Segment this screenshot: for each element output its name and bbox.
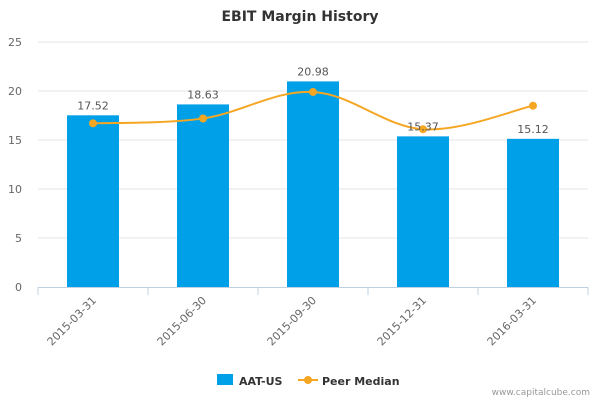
legend-swatch-aat-us (217, 374, 233, 385)
legend: AAT-US Peer Median (217, 374, 400, 388)
data-labels: 17.52 18.63 20.98 15.37 15.12 (77, 65, 549, 135)
y-tick-label: 15 (8, 134, 22, 147)
bar-2015-03-31 (67, 115, 119, 287)
peer-median-point-2016-03-31 (529, 101, 537, 110)
y-tick-label: 0 (15, 281, 22, 294)
legend-label-aat-us[interactable]: AAT-US (239, 375, 283, 388)
x-tick-label: 2015-09-30 (265, 294, 319, 348)
bar-value-label: 15.37 (407, 120, 439, 133)
x-tick-label: 2016-03-31 (485, 294, 539, 348)
credit-text: www.capitalcube.com (492, 388, 590, 398)
bar-value-label: 18.63 (187, 88, 219, 101)
bar-2016-03-31 (507, 138, 559, 287)
y-tick-label: 20 (8, 85, 22, 98)
bar-2015-06-30 (177, 104, 229, 288)
y-tick-label: 25 (8, 36, 22, 49)
bar-2015-09-30 (287, 81, 339, 287)
legend-marker-peer-median (304, 376, 312, 384)
bar-value-label: 17.52 (77, 99, 109, 112)
chart-title: EBIT Margin History (221, 9, 378, 25)
y-axis-ticks: 0 5 10 15 20 25 (8, 36, 22, 294)
legend-label-peer-median[interactable]: Peer Median (322, 375, 400, 388)
bar-value-label: 15.12 (517, 123, 549, 136)
peer-median-point-2015-09-30 (309, 87, 317, 96)
x-axis: 2015-03-31 2015-06-30 2015-09-30 2015-12-31… (37, 287, 589, 348)
x-tick-label: 2015-12-31 (375, 294, 429, 348)
x-tick-label: 2015-06-30 (155, 294, 209, 348)
y-tick-label: 10 (8, 183, 22, 196)
peer-median-point-2015-03-31 (89, 119, 97, 128)
peer-median-point-2015-12-31 (419, 125, 427, 134)
peer-median-point-2015-06-30 (199, 114, 207, 123)
bar-series (67, 81, 559, 288)
line-series (89, 87, 537, 134)
y-tick-label: 5 (15, 232, 22, 245)
bar-2015-12-31 (397, 136, 449, 287)
x-tick-label: 2015-03-31 (45, 294, 99, 348)
bar-value-label: 20.98 (297, 65, 329, 78)
